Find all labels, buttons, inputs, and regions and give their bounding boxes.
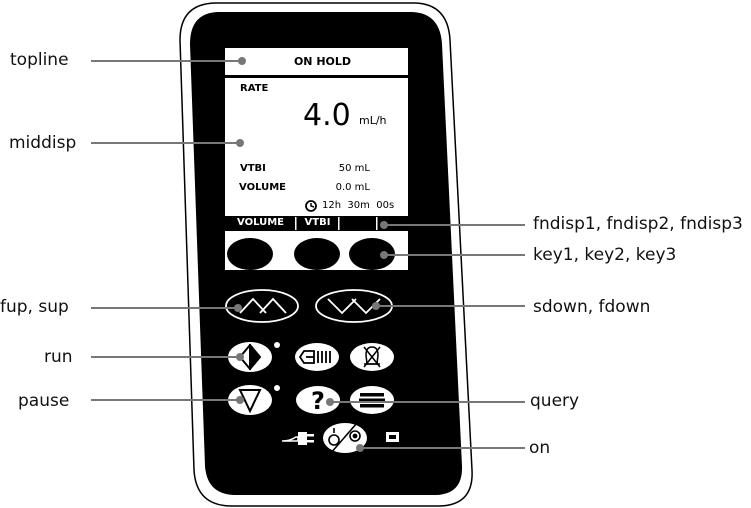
time-remaining: 12h 30m 00s <box>322 200 395 211</box>
rate-label: RATE <box>240 83 269 94</box>
battery-icon <box>386 432 399 442</box>
display-screen <box>225 48 408 270</box>
run-indicator-led <box>274 342 280 348</box>
rate-value: 4.0 <box>303 98 351 133</box>
clock-icon <box>305 200 317 212</box>
leader-endpoints <box>234 57 388 452</box>
rate-unit: mL/h <box>359 114 387 127</box>
label-run: run <box>44 347 73 367</box>
label-pause: pause <box>18 391 70 411</box>
fndisp-divider-2 <box>338 217 340 230</box>
label-query: query <box>530 391 580 411</box>
leader-lines <box>91 60 525 449</box>
menu-lines-icon <box>359 393 385 408</box>
alarm-silence-icon <box>363 346 381 368</box>
key2-button[interactable] <box>294 238 340 270</box>
fndisp-divider-1 <box>295 217 297 230</box>
pause-indicator-led <box>274 385 280 391</box>
pause-button[interactable] <box>228 385 272 415</box>
fndisp-bar <box>225 216 408 231</box>
silence-button[interactable] <box>350 343 394 371</box>
volume-value: 0.0 mL <box>335 182 370 193</box>
fndisp-divider-3 <box>376 217 378 230</box>
label-sdown-fdown: sdown, fdown <box>533 297 651 317</box>
pause-triangle-icon <box>238 389 262 414</box>
label-fup-sup: fup, sup <box>0 297 69 317</box>
key3-button[interactable] <box>349 238 395 270</box>
vtbi-label: VTBI <box>240 163 266 174</box>
topline-status: ON HOLD <box>293 55 352 68</box>
label-fndisp: fndisp1, fndisp2, fndisp3 <box>533 214 743 234</box>
label-on: on <box>529 438 551 458</box>
label-topline: topline <box>10 50 69 70</box>
double-up-chevron-icon <box>239 297 287 314</box>
question-mark-icon: ? <box>311 387 325 415</box>
bolus-icon <box>298 350 331 364</box>
key1-button[interactable] <box>227 238 273 270</box>
mains-plug-icon <box>281 432 314 445</box>
on-off-icon <box>328 422 361 455</box>
on-button[interactable] <box>323 422 367 455</box>
topline-bar <box>225 75 408 78</box>
run-diamond-icon <box>238 343 262 371</box>
fndisp2: VTBI <box>304 217 331 228</box>
fup-sup-button[interactable] <box>225 289 299 323</box>
volume-label: VOLUME <box>239 182 286 193</box>
fndisp1: VOLUME <box>237 217 284 228</box>
query-button[interactable]: ? <box>296 386 340 415</box>
vtbi-value: 50 mL <box>338 163 370 174</box>
label-middisp: middisp <box>9 133 77 153</box>
menu-button[interactable] <box>350 386 394 414</box>
label-keys: key1, key2, key3 <box>533 245 677 265</box>
bolus-button[interactable] <box>295 343 339 371</box>
run-button[interactable] <box>228 342 272 372</box>
